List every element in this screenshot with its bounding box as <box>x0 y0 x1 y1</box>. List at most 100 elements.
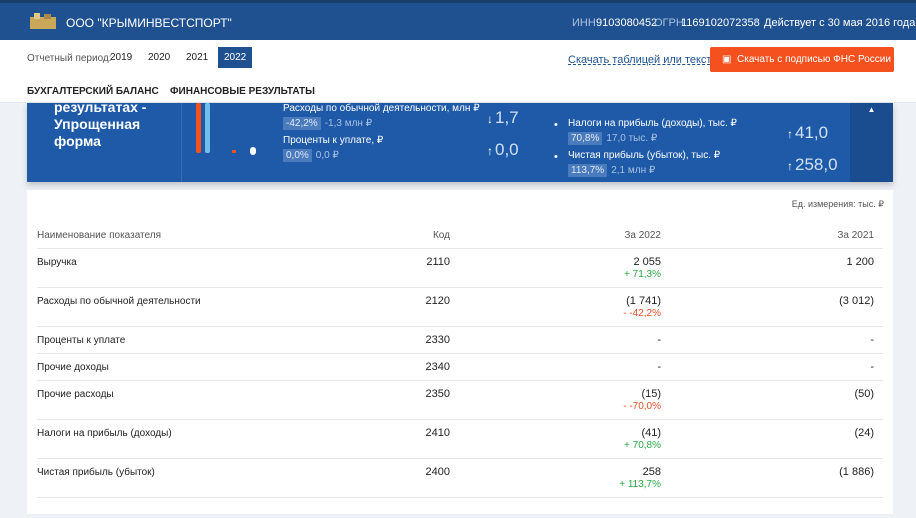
value: 1,7 <box>495 108 519 127</box>
table-row: Проценты к уплате 2330 - - <box>37 327 883 354</box>
item-value: ↑ 258,0 <box>787 155 838 175</box>
row-code: 2400 <box>425 466 450 478</box>
period-label: Отчетный период: <box>27 53 112 64</box>
collapse-button[interactable]: ▲ <box>850 103 893 182</box>
row-code: 2120 <box>425 295 450 307</box>
tab[interactable]: БУХГАЛТЕРСКИЙ БАЛАНС <box>27 86 159 97</box>
change-badge: 113,7% <box>568 164 608 177</box>
row-2021: - <box>870 361 874 373</box>
table-row: Чистая прибыль (убыток) 2400 258 + 113,7% (1… <box>37 459 883 498</box>
divider <box>181 103 182 182</box>
ogrn-label: ОГРН <box>654 17 684 29</box>
table-row: Налоги на прибыль (доходы) 2410 (41) + 70,8… <box>37 420 883 459</box>
row-code: 2330 <box>425 334 450 346</box>
column-header: Код <box>432 230 450 241</box>
top-bar: ООО "КРЫМИНВЕСТСПОРТ" ИНН 9103080452 ОГР… <box>0 0 916 40</box>
change-badge: -42,2% <box>283 117 321 130</box>
row-name: Прочие расходы <box>37 389 114 400</box>
company-name[interactable]: ООО "КРЫМИНВЕСТСПОРТ" <box>66 16 232 30</box>
table-row: Выручка 2110 2 055 + 71,3% 1 200 <box>37 249 883 288</box>
row-change: + 113,7% <box>619 479 661 490</box>
row-code: 2340 <box>425 361 450 373</box>
column-header: За 2021 <box>837 230 874 241</box>
year[interactable]: 2020 <box>148 52 171 63</box>
button-label: Скачать с подписью ФНС России <box>737 54 891 65</box>
mini-bar <box>205 103 210 153</box>
row-name: Выручка <box>37 257 77 268</box>
arrow: ↓ <box>487 112 493 126</box>
row-code: 2350 <box>425 388 450 400</box>
item-label: Проценты к уплате, ₽ <box>283 135 384 146</box>
row-2022: (15) <box>641 388 661 400</box>
value: 258,0 <box>795 155 838 174</box>
bullet: • <box>554 151 558 163</box>
row-2021: (3 012) <box>839 295 874 307</box>
arrow: ↑ <box>487 144 493 158</box>
table-card: Ед. измерения: тыс. ₽ Наименование показ… <box>27 190 893 514</box>
item-value: ↑ 41,0 <box>787 123 828 143</box>
row-2022: (41) <box>641 427 661 439</box>
row-2022: - <box>657 361 661 373</box>
table-row: Прочие доходы 2340 - - <box>37 354 883 381</box>
row-2021: 1 200 <box>846 256 874 268</box>
year[interactable]: 2021 <box>186 52 209 63</box>
arrow: ↑ <box>787 159 793 173</box>
mini-dot <box>232 150 236 153</box>
row-name: Чистая прибыль (убыток) <box>37 467 155 478</box>
row-name: Проценты к уплате <box>37 335 126 346</box>
change-badge: 70,8% <box>568 132 603 145</box>
table-row: Расходы по обычной деятельности 2120 (1 74… <box>37 288 883 327</box>
column-header: Наименование показателя <box>37 230 161 241</box>
row-2021: (24) <box>854 427 874 439</box>
delta: -1,3 млн ₽ <box>324 118 373 129</box>
download-table[interactable]: Скачать таблицей или текстом <box>568 54 726 66</box>
column-header: За 2022 <box>624 230 661 241</box>
row-change: - -42,2% <box>623 308 661 319</box>
change-badge: 0,0% <box>283 149 312 162</box>
bullet: • <box>554 119 558 131</box>
item-label: Налоги на прибыль (доходы), тыс. ₽ <box>568 118 737 129</box>
summary-panel: результатах - Упрощенная форма Расходы п… <box>27 103 893 182</box>
item-change: 0,0% 0,0 ₽ <box>283 149 339 162</box>
download-signed-button[interactable]: ▣ Скачать с подписью ФНС России <box>710 47 894 72</box>
unit: Ед. измерения: тыс. ₽ <box>791 199 884 209</box>
year[interactable]: 2019 <box>110 52 133 63</box>
row-2021: - <box>870 334 874 346</box>
row-change: - -70,0% <box>623 401 661 412</box>
logo[interactable] <box>28 11 58 31</box>
year[interactable]: 2022 <box>218 47 253 68</box>
status: Действует с 30 мая 2016 года <box>764 17 916 29</box>
summary-title: результатах - Упрощенная форма <box>54 103 147 149</box>
tab-active[interactable]: ФИНАНСОВЫЕ РЕЗУЛЬТАТЫ <box>170 86 315 97</box>
row-code: 2410 <box>425 427 450 439</box>
row-code: 2110 <box>426 256 450 268</box>
item-value: ↑ 0,0 <box>487 140 519 160</box>
period-bar: Отчетный период: 2019 2020 2021 2022 Скачат… <box>0 40 916 103</box>
row-2021: (50) <box>854 388 874 400</box>
row-2021: (1 886) <box>839 466 874 478</box>
delta: 2,1 млн ₽ <box>611 165 656 176</box>
row-change: + 70,8% <box>624 440 661 451</box>
item-label: Чистая прибыль (убыток), тыс. ₽ <box>568 150 721 161</box>
delta: 17,0 тыс. ₽ <box>606 133 658 144</box>
inn-label: ИНН <box>572 17 596 29</box>
row-2022: (1 741) <box>626 295 661 307</box>
row-name: Налоги на прибыль (доходы) <box>37 428 172 439</box>
table-row: Прочие расходы 2350 (15) - -70,0% (50) <box>37 381 883 420</box>
ogrn: 1169102072358 <box>681 17 760 29</box>
row-2022: - <box>657 334 661 346</box>
item-change: 113,7% 2,1 млн ₽ <box>568 164 656 177</box>
row-name: Расходы по обычной деятельности <box>37 296 201 307</box>
item-value: ↓ 1,7 <box>487 108 519 128</box>
item-label: Расходы по обычной деятельности, млн ₽ <box>283 103 480 114</box>
value: 0,0 <box>495 140 519 159</box>
row-name: Прочие доходы <box>37 362 109 373</box>
mini-dot <box>250 147 256 155</box>
header-rule <box>37 248 883 249</box>
inn: 9103080452 <box>596 17 658 29</box>
mini-bar <box>196 103 201 153</box>
row-2022: 2 055 <box>633 256 661 268</box>
item-change: -42,2% -1,3 млн ₽ <box>283 117 373 130</box>
status-icon: ◔ <box>752 16 759 28</box>
